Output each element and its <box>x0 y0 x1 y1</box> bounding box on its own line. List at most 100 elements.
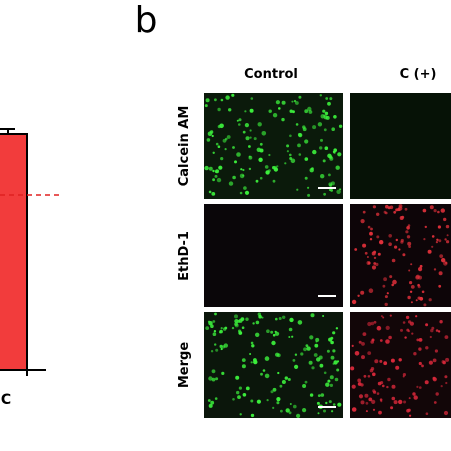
cell <box>218 165 223 170</box>
cell <box>331 410 334 413</box>
cell <box>382 316 385 319</box>
cell <box>409 321 414 326</box>
cell <box>320 174 325 179</box>
cell <box>300 352 304 356</box>
cell <box>378 410 382 415</box>
cell <box>255 320 260 325</box>
cell <box>361 355 365 360</box>
cell <box>434 349 438 353</box>
row-label: Calcein AM <box>177 106 192 187</box>
cell <box>398 248 401 251</box>
cell <box>261 131 267 136</box>
cell <box>373 320 377 324</box>
cell <box>374 359 379 364</box>
cell <box>330 181 335 186</box>
cell <box>384 295 388 299</box>
cell <box>329 383 333 387</box>
cell <box>236 152 241 157</box>
cell <box>270 390 274 394</box>
column-label: C (+) <box>400 67 437 82</box>
cell <box>330 355 335 360</box>
cell <box>221 371 225 375</box>
cell <box>433 209 437 213</box>
cell <box>212 320 216 323</box>
cell <box>372 389 376 393</box>
cell <box>250 97 254 100</box>
cell <box>389 314 392 317</box>
cell <box>311 167 314 171</box>
cell <box>293 404 297 409</box>
cell <box>410 263 413 266</box>
cell <box>225 95 230 100</box>
cell <box>407 295 411 300</box>
cell <box>393 210 397 214</box>
cell <box>302 384 307 388</box>
cell <box>402 253 406 257</box>
cell <box>360 219 365 224</box>
cell <box>280 409 283 413</box>
cell <box>220 347 223 351</box>
cell <box>371 265 377 270</box>
cell <box>240 168 243 171</box>
cell <box>409 414 412 417</box>
cell <box>286 144 290 148</box>
cell <box>217 107 221 112</box>
cell <box>392 279 397 285</box>
cell <box>319 146 323 150</box>
cell <box>268 153 271 157</box>
cell <box>387 377 391 382</box>
cell <box>205 98 210 103</box>
cell <box>362 243 367 248</box>
cell <box>210 400 215 405</box>
cell <box>309 393 314 397</box>
cell <box>317 394 321 397</box>
cell <box>250 399 254 403</box>
cell <box>250 361 253 364</box>
cell <box>372 408 376 411</box>
cell <box>219 331 222 334</box>
cell <box>437 210 440 214</box>
cell <box>258 157 263 162</box>
cell <box>387 206 391 210</box>
cell <box>388 242 392 246</box>
cell <box>415 275 420 280</box>
cell <box>366 256 369 258</box>
cell <box>324 146 329 150</box>
cell <box>358 340 362 344</box>
cell <box>255 332 260 337</box>
cell <box>289 134 292 138</box>
cell <box>276 353 281 358</box>
cell <box>253 358 257 362</box>
cell <box>379 359 383 363</box>
cell <box>351 344 354 347</box>
cell <box>215 170 218 174</box>
cell <box>328 173 331 177</box>
cell <box>234 160 237 164</box>
cell <box>281 380 286 384</box>
cell <box>433 268 437 271</box>
cell <box>354 351 360 356</box>
cell <box>351 384 356 389</box>
cell <box>367 375 371 378</box>
cell <box>276 401 280 405</box>
cell <box>361 342 365 346</box>
cell <box>390 358 395 363</box>
cell <box>435 241 438 244</box>
cell <box>388 234 393 238</box>
cell <box>416 338 420 342</box>
cell <box>313 353 318 357</box>
cell <box>379 240 384 245</box>
cell <box>208 403 213 408</box>
cell <box>234 322 239 326</box>
cell <box>241 364 246 369</box>
cell <box>386 292 389 295</box>
cell <box>295 123 299 126</box>
cell <box>354 248 358 251</box>
cell <box>440 385 443 388</box>
cell <box>253 137 257 141</box>
cell <box>296 188 299 191</box>
cell <box>319 363 324 368</box>
cell <box>351 299 357 305</box>
cell <box>261 316 264 319</box>
cell <box>217 145 221 148</box>
